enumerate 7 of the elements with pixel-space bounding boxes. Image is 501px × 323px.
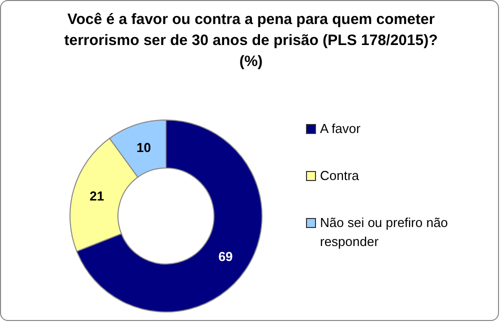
data-label: 10 bbox=[136, 140, 151, 156]
legend-label: Contra bbox=[320, 167, 360, 185]
legend-label: Não sei ou prefiro não responder bbox=[320, 214, 449, 251]
chart-title: Você é a favor ou contra a pena para quem cometer terrorismo ser de 30 anos de prisão (PLS 178/2015)? (%) bbox=[63, 10, 439, 72]
legend-label: A favor bbox=[320, 120, 360, 138]
data-label: 21 bbox=[90, 188, 104, 204]
data-label: 69 bbox=[218, 248, 233, 264]
